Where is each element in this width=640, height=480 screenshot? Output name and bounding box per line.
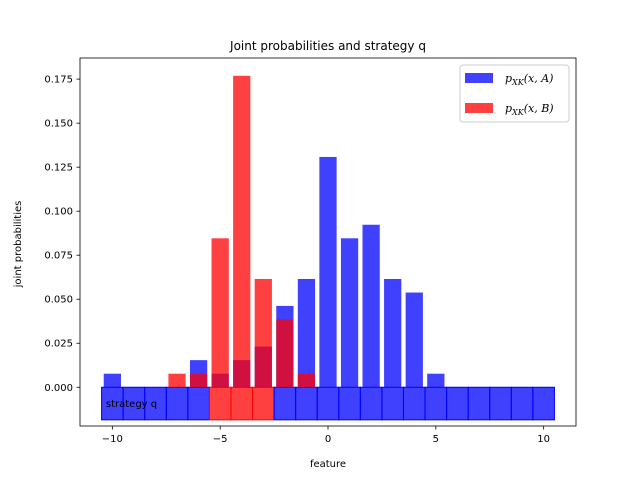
chart-title: Joint probabilities and strategy q (229, 39, 426, 53)
y-axis-label: joint probabilities (13, 201, 24, 289)
x-tick-label: 0 (325, 434, 331, 445)
strategy-cell (381, 386, 404, 421)
bar (362, 224, 380, 388)
bar (297, 278, 316, 388)
strategy-cell (424, 386, 448, 421)
strategy-cell (402, 386, 426, 421)
x-tick-label: 10 (537, 434, 550, 445)
bar (340, 238, 359, 388)
y-tick-label: 0.175 (44, 75, 73, 86)
legend-swatch (465, 73, 493, 83)
bar (405, 292, 423, 388)
strategy-cell (467, 386, 491, 421)
y-tick-label: 0.025 (44, 339, 73, 350)
strategy-cell (230, 386, 254, 421)
bar (168, 373, 186, 388)
strategy-cell (295, 386, 318, 421)
bar (297, 373, 316, 388)
legend-swatch (465, 103, 493, 113)
bar (103, 373, 121, 388)
strategy-cell (165, 386, 189, 421)
strategy-cell (316, 386, 340, 421)
bar (254, 278, 272, 388)
strategy-label: strategy q (106, 399, 157, 410)
bar (189, 373, 208, 388)
y-tick-label: 0.100 (44, 207, 73, 218)
bar (211, 238, 229, 388)
x-tick-label: −5 (213, 434, 228, 445)
bar (427, 373, 445, 388)
bar (319, 156, 337, 388)
bar (384, 278, 402, 388)
bar (233, 75, 251, 388)
y-tick-label: 0.050 (44, 295, 73, 306)
bar (276, 319, 294, 388)
x-tick-label: −10 (102, 434, 123, 445)
strategy-cell (532, 386, 555, 421)
y-tick-label: 0.150 (44, 119, 73, 130)
x-axis-label: feature (310, 459, 346, 470)
strategy-cell (187, 386, 210, 421)
plot-area: strategy q (101, 75, 555, 421)
y-tick-label: 0.075 (44, 251, 73, 262)
strategy-cell (359, 386, 383, 421)
y-tick-label: 0.000 (44, 383, 73, 394)
x-tick-label: 5 (433, 434, 439, 445)
strategy-cell (489, 386, 512, 421)
strategy-cell (252, 386, 275, 421)
strategy-cell (446, 386, 469, 421)
y-tick-label: 0.125 (44, 163, 73, 174)
strategy-cell (338, 386, 361, 421)
strategy-cell (208, 386, 232, 421)
legend: pXK(x, A) pXK(x, B) (459, 64, 570, 123)
legend-label: pXK(x, A) (505, 72, 553, 87)
strategy-cell (510, 386, 534, 421)
axes: −10 −5 0 5 10 0.000 0.025 0.050 0.075 0.100 0.125 0… (44, 57, 577, 445)
strategy-cell (273, 386, 297, 421)
legend-label: pXK(x, B) (505, 102, 554, 117)
